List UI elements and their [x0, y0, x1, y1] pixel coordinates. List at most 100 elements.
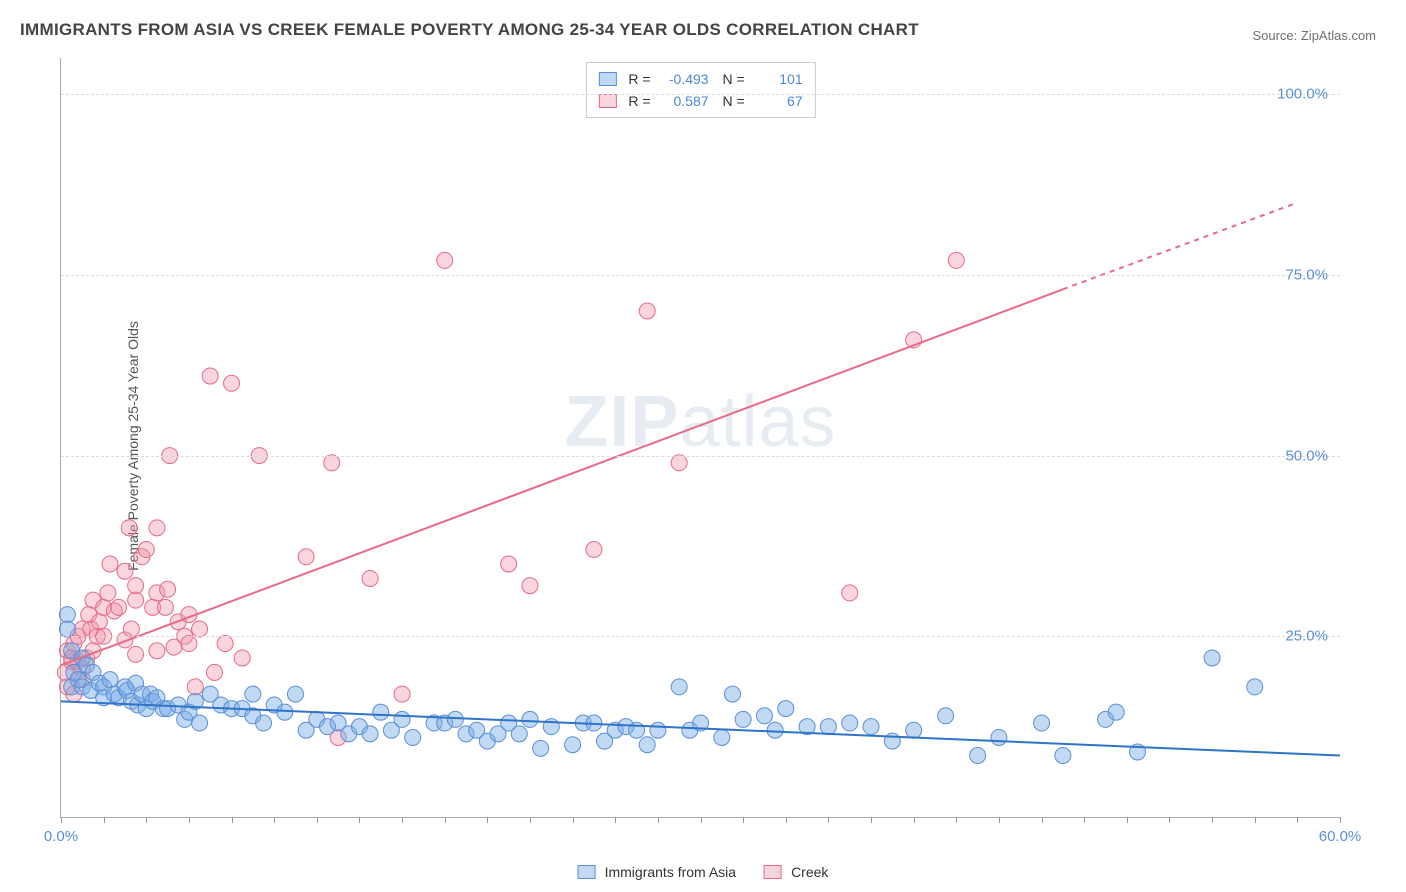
legend-label-b: Creek — [791, 864, 828, 880]
scatter-point-a — [373, 704, 389, 720]
legend-swatch-b — [764, 865, 782, 879]
scatter-point-a — [735, 711, 751, 727]
scatter-point-a — [511, 726, 527, 742]
scatter-point-a — [650, 722, 666, 738]
x-tick — [1169, 817, 1170, 823]
x-tick — [61, 817, 62, 823]
scatter-point-a — [863, 719, 879, 735]
scatter-point-b — [298, 549, 314, 565]
x-tick — [1212, 817, 1213, 823]
x-tick — [1255, 817, 1256, 823]
x-tick — [1127, 817, 1128, 823]
scatter-point-a — [192, 715, 208, 731]
trendline-b-dashed — [1063, 203, 1297, 290]
x-tick — [487, 817, 488, 823]
gridline — [61, 275, 1340, 276]
x-tick-label: 60.0% — [1319, 828, 1362, 845]
x-tick — [1084, 817, 1085, 823]
x-tick — [146, 817, 147, 823]
x-tick-label: 0.0% — [44, 828, 78, 845]
x-tick — [999, 817, 1000, 823]
legend-item-a: Immigrants from Asia — [578, 864, 736, 880]
x-tick — [189, 817, 190, 823]
scatter-point-b — [501, 556, 517, 572]
scatter-point-a — [671, 679, 687, 695]
bottom-legend: Immigrants from Asia Creek — [578, 864, 829, 880]
x-tick — [1340, 817, 1341, 823]
scatter-point-a — [1055, 748, 1071, 764]
x-tick — [573, 817, 574, 823]
scatter-point-b — [149, 520, 165, 536]
scatter-point-a — [59, 621, 75, 637]
plot-area: ZIPatlas R = -0.493 N = 101 R = 0.587 N … — [60, 58, 1340, 818]
scatter-point-b — [324, 455, 340, 471]
scatter-point-a — [287, 686, 303, 702]
scatter-point-b — [224, 375, 240, 391]
scatter-point-b — [117, 563, 133, 579]
scatter-point-a — [724, 686, 740, 702]
scatter-point-b — [671, 455, 687, 471]
x-tick — [828, 817, 829, 823]
scatter-point-a — [906, 722, 922, 738]
trendline-b-solid — [61, 289, 1063, 665]
scatter-point-b — [192, 621, 208, 637]
scatter-point-b — [123, 621, 139, 637]
scatter-point-a — [256, 715, 272, 731]
scatter-point-b — [842, 585, 858, 601]
y-tick-label: 25.0% — [1285, 628, 1328, 645]
scatter-point-b — [160, 581, 176, 597]
scatter-point-a — [522, 711, 538, 727]
scatter-point-b — [102, 556, 118, 572]
y-tick-label: 75.0% — [1285, 266, 1328, 283]
scatter-point-a — [991, 729, 1007, 745]
scatter-point-a — [767, 722, 783, 738]
scatter-point-b — [187, 679, 203, 695]
scatter-point-a — [639, 737, 655, 753]
scatter-point-b — [128, 578, 144, 594]
x-tick — [658, 817, 659, 823]
legend-label-a: Immigrants from Asia — [605, 864, 736, 880]
scatter-point-b — [522, 578, 538, 594]
scatter-point-a — [394, 711, 410, 727]
x-tick — [359, 817, 360, 823]
x-tick — [445, 817, 446, 823]
x-tick — [701, 817, 702, 823]
scatter-point-b — [217, 636, 233, 652]
scatter-point-a — [533, 740, 549, 756]
scatter-point-b — [149, 643, 165, 659]
gridline — [61, 636, 1340, 637]
scatter-point-a — [245, 686, 261, 702]
source-attribution: Source: ZipAtlas.com — [1252, 28, 1376, 43]
scatter-point-a — [756, 708, 772, 724]
scatter-point-a — [938, 708, 954, 724]
scatter-point-a — [565, 737, 581, 753]
scatter-point-a — [970, 748, 986, 764]
scatter-point-b — [362, 570, 378, 586]
scatter-point-b — [437, 252, 453, 268]
scatter-point-b — [181, 636, 197, 652]
scatter-point-b — [111, 599, 127, 615]
scatter-point-b — [100, 585, 116, 601]
y-tick-label: 100.0% — [1277, 86, 1328, 103]
scatter-point-b — [91, 614, 107, 630]
gridline — [61, 456, 1340, 457]
scatter-point-b — [948, 252, 964, 268]
scatter-point-a — [1247, 679, 1263, 695]
scatter-point-a — [714, 729, 730, 745]
scatter-point-b — [234, 650, 250, 666]
x-tick — [615, 817, 616, 823]
x-tick — [1297, 817, 1298, 823]
scatter-point-b — [394, 686, 410, 702]
x-tick — [743, 817, 744, 823]
gridline — [61, 94, 1340, 95]
x-tick — [914, 817, 915, 823]
chart-svg — [61, 58, 1340, 817]
x-tick — [274, 817, 275, 823]
scatter-point-b — [138, 542, 154, 558]
scatter-point-a — [820, 719, 836, 735]
legend-swatch-a — [578, 865, 596, 879]
scatter-point-b — [128, 592, 144, 608]
y-tick-label: 50.0% — [1285, 447, 1328, 464]
scatter-point-b — [206, 664, 222, 680]
scatter-point-a — [447, 711, 463, 727]
